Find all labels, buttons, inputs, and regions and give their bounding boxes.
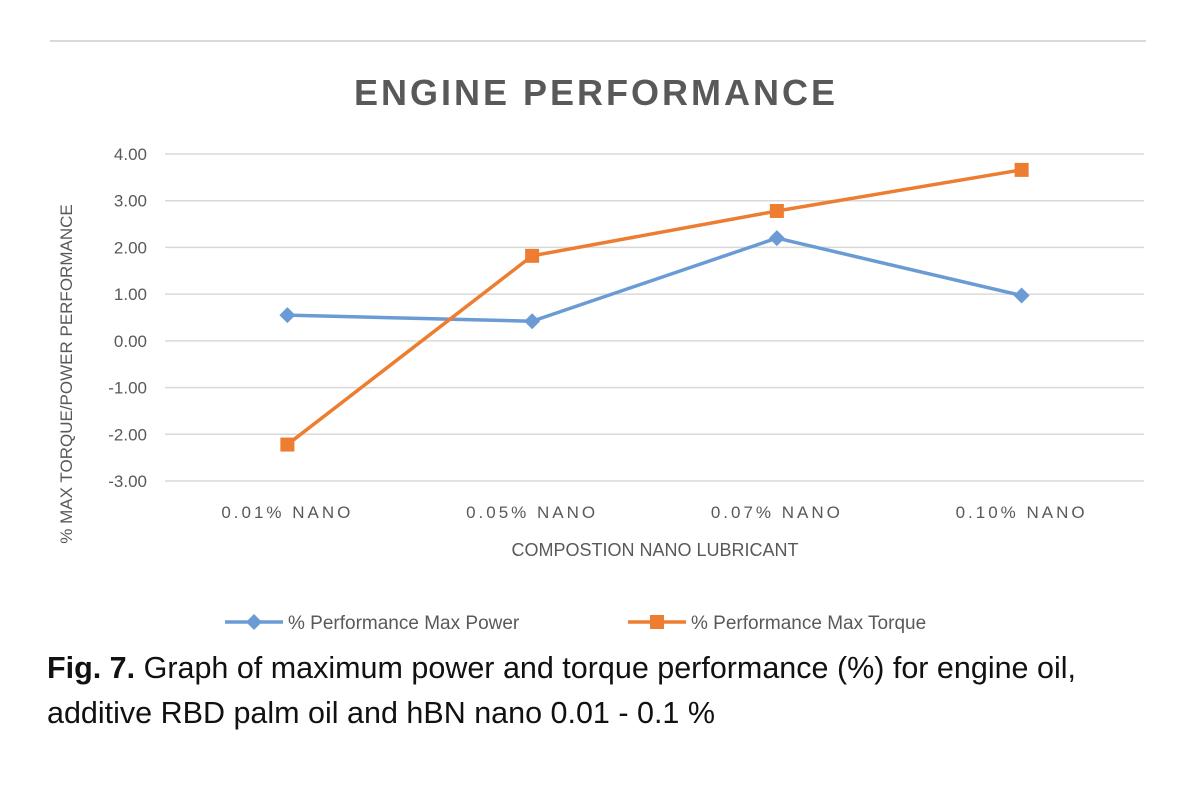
square-marker [280, 437, 295, 452]
legend: % Performance Max Power % Performance Max… [225, 613, 926, 634]
y-tick-label: 2.00 [114, 238, 147, 257]
y-tick-label: -3.00 [108, 472, 147, 491]
series-lines [279, 162, 1030, 452]
square-marker [769, 203, 784, 218]
y-tick-label: 0.00 [114, 332, 147, 351]
square-marker [1014, 162, 1029, 177]
chart-title: ENGINE PERFORMANCE [354, 72, 838, 113]
y-tick-label: -2.00 [108, 425, 147, 444]
legend-label: % Performance Max Torque [691, 613, 926, 634]
figure-caption: Fig. 7. Graph of maximum power and torqu… [47, 646, 1157, 736]
diamond-marker [768, 230, 785, 247]
series-line [287, 236, 1023, 323]
y-tick-label: 4.00 [114, 145, 147, 164]
y-axis-label: % MAX TORQUE/POWER PERFORMANCE [57, 204, 76, 543]
x-tick-label: 0.05% NANO [466, 503, 598, 522]
diamond-marker [524, 313, 541, 330]
square-marker [525, 248, 540, 263]
top-divider [50, 40, 1146, 42]
series-line [286, 168, 1022, 446]
y-tick-label: 1.00 [114, 285, 147, 304]
diamond-marker [1013, 287, 1030, 304]
square-marker [650, 615, 664, 629]
x-tick-label: 0.10% NANO [956, 503, 1088, 522]
x-tick-label: 0.07% NANO [711, 503, 843, 522]
caption-text: Graph of maximum power and torque perfor… [47, 651, 1076, 730]
y-tick-label: 3.00 [114, 192, 147, 211]
y-axis-ticks: 4.00 3.00 2.00 1.00 0.00 -1.00 -2.00 -3.00 [108, 145, 147, 491]
caption-label: Fig. 7. [47, 651, 136, 685]
gridlines [165, 153, 1144, 482]
line-chart: ENGINE PERFORMANCE 4.00 3.00 2.00 1.00 0.00 -… [57, 72, 1144, 634]
y-tick-label: -1.00 [108, 379, 147, 398]
x-axis-label: COMPOSTION NANO LUBRICANT [511, 540, 798, 560]
x-tick-label: 0.01% NANO [221, 503, 353, 522]
diamond-marker [279, 307, 296, 324]
diamond-marker [246, 614, 262, 630]
legend-label: % Performance Max Power [288, 613, 520, 634]
x-axis-ticks: 0.01% NANO 0.05% NANO 0.07% NANO 0.10% NANO [221, 503, 1088, 522]
